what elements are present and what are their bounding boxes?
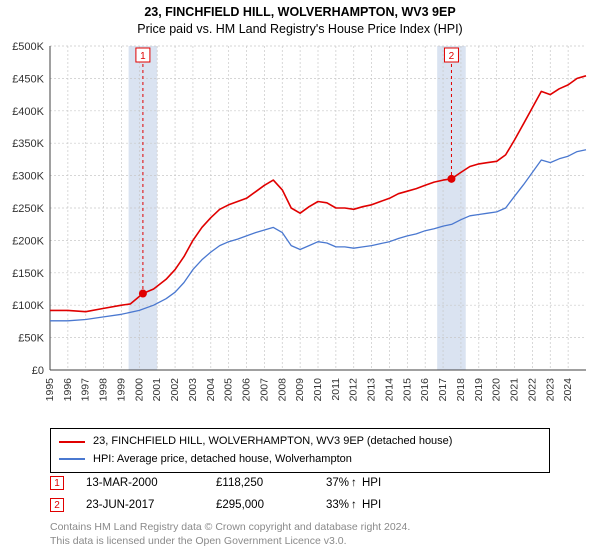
arrow-up-icon: ↑ <box>351 499 357 511</box>
legend-row-hpi: HPI: Average price, detached house, Wolv… <box>59 451 541 469</box>
svg-text:2008: 2008 <box>276 378 288 402</box>
sale-marker-1-icon: 1 <box>50 476 64 490</box>
svg-text:1997: 1997 <box>80 378 92 402</box>
chart-title-sub: Price paid vs. HM Land Registry's House … <box>0 21 600 38</box>
price-chart: £0 £50K £100K £150K £200K £250K £300K £350K £400… <box>0 40 600 420</box>
sale-price-1: £118,250 <box>216 477 326 489</box>
svg-text:2024: 2024 <box>562 378 574 402</box>
svg-text:£50K: £50K <box>18 333 44 345</box>
chart-legend: 23, FINCHFIELD HILL, WOLVERHAMPTON, WV3 … <box>50 428 550 473</box>
svg-text:2002: 2002 <box>169 378 181 402</box>
svg-text:£150K: £150K <box>12 268 44 280</box>
svg-text:2: 2 <box>449 51 455 62</box>
svg-text:1: 1 <box>140 51 146 62</box>
chart-title-main: 23, FINCHFIELD HILL, WOLVERHAMPTON, WV3 … <box>0 4 600 21</box>
svg-text:2004: 2004 <box>205 378 217 402</box>
svg-text:£100K: £100K <box>12 300 44 312</box>
svg-text:2009: 2009 <box>294 378 306 402</box>
svg-text:2013: 2013 <box>366 378 378 402</box>
svg-text:1995: 1995 <box>44 378 56 402</box>
svg-text:2022: 2022 <box>526 378 538 402</box>
svg-text:2020: 2020 <box>491 378 503 402</box>
svg-text:2011: 2011 <box>330 378 342 401</box>
sales-row-2: 2 23-JUN-2017 £295,000 33%↑ HPI <box>50 494 426 516</box>
sales-table: 1 13-MAR-2000 £118,250 37%↑ HPI 2 23-JUN… <box>50 472 426 516</box>
sale-pct-1: 37%↑ HPI <box>326 477 426 489</box>
legend-label-property: 23, FINCHFIELD HILL, WOLVERHAMPTON, WV3 … <box>93 433 452 451</box>
legend-label-hpi: HPI: Average price, detached house, Wolv… <box>93 451 352 469</box>
legend-swatch-hpi <box>59 458 85 460</box>
chart-svg: £0 £50K £100K £150K £200K £250K £300K £350K £400… <box>0 40 600 420</box>
svg-text:2019: 2019 <box>473 378 485 402</box>
footer-attribution: Contains HM Land Registry data © Crown c… <box>50 520 410 548</box>
svg-text:£400K: £400K <box>12 106 44 118</box>
svg-text:2021: 2021 <box>509 378 521 402</box>
svg-text:1996: 1996 <box>62 378 74 402</box>
svg-text:1999: 1999 <box>115 378 127 402</box>
svg-text:£500K: £500K <box>12 41 44 53</box>
svg-text:2015: 2015 <box>401 378 413 402</box>
svg-text:£250K: £250K <box>12 203 44 215</box>
svg-text:2003: 2003 <box>187 378 199 402</box>
svg-text:2001: 2001 <box>151 378 163 402</box>
svg-text:2005: 2005 <box>223 378 235 402</box>
chart-title-block: 23, FINCHFIELD HILL, WOLVERHAMPTON, WV3 … <box>0 0 600 38</box>
svg-text:2012: 2012 <box>348 378 360 402</box>
svg-text:£0: £0 <box>32 365 44 377</box>
svg-text:2017: 2017 <box>437 378 449 402</box>
svg-text:2007: 2007 <box>258 378 270 402</box>
svg-text:2018: 2018 <box>455 378 467 402</box>
svg-text:2016: 2016 <box>419 378 431 402</box>
svg-text:£300K: £300K <box>12 171 44 183</box>
svg-text:£200K: £200K <box>12 235 44 247</box>
svg-text:2006: 2006 <box>241 378 253 402</box>
svg-text:2023: 2023 <box>544 378 556 402</box>
sale-marker-2-icon: 2 <box>50 498 64 512</box>
sales-row-1: 1 13-MAR-2000 £118,250 37%↑ HPI <box>50 472 426 494</box>
svg-text:£450K: £450K <box>12 73 44 85</box>
legend-swatch-property <box>59 441 85 443</box>
svg-text:2000: 2000 <box>133 378 145 402</box>
sale-pct-2: 33%↑ HPI <box>326 499 426 511</box>
footer-line-1: Contains HM Land Registry data © Crown c… <box>50 520 410 534</box>
svg-text:2010: 2010 <box>312 378 324 402</box>
arrow-up-icon: ↑ <box>351 477 357 489</box>
sale-date-2: 23-JUN-2017 <box>86 499 216 511</box>
sale-price-2: £295,000 <box>216 499 326 511</box>
footer-line-2: This data is licensed under the Open Gov… <box>50 534 410 548</box>
svg-text:£350K: £350K <box>12 138 44 150</box>
legend-row-property: 23, FINCHFIELD HILL, WOLVERHAMPTON, WV3 … <box>59 433 541 451</box>
svg-text:2014: 2014 <box>383 378 395 402</box>
sale-date-1: 13-MAR-2000 <box>86 477 216 489</box>
svg-text:1998: 1998 <box>98 378 110 402</box>
